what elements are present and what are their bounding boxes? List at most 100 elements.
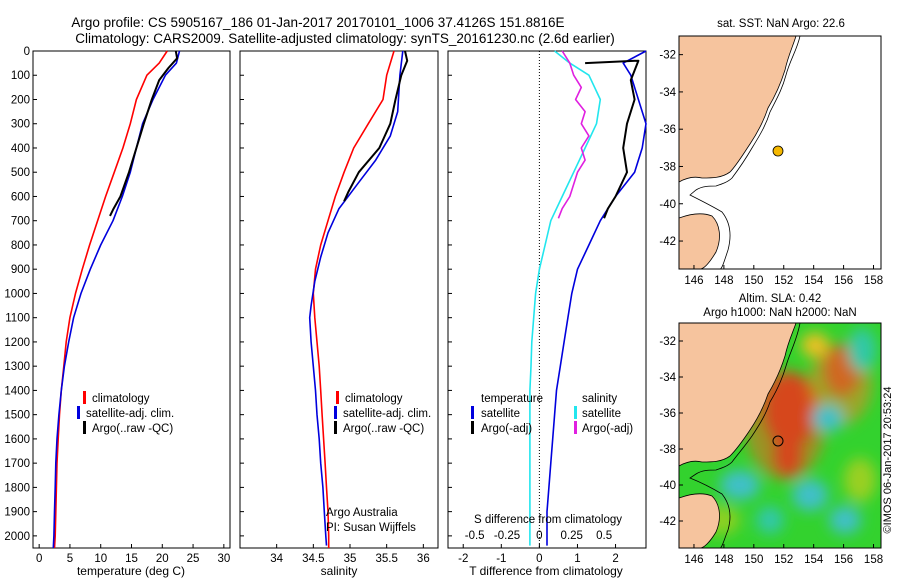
x-tick-label: 15 [125,553,138,565]
annotation-argo-australia: Argo Australia [326,507,398,519]
depth-tick-label: 1900 [4,507,30,519]
depth-tick-label: 800 [11,240,30,252]
difference-panel: -2 -1 0 1 2 -0.5 -0.25 0 0.25 0.5 T difference f… [447,50,647,578]
lon-tick-label: 154 [804,275,824,287]
sst-map-frame [678,35,882,270]
depth-tick-label: 2000 [4,531,30,543]
s-tick-label: 0.25 [561,530,583,542]
salinity-lines [308,50,409,548]
lon-tick-label: 150 [744,554,763,566]
figure-title-line1: Argo profile: CS 5905167_186 01-Jan-2017… [71,15,564,30]
legend-label-t-argo: Argo(-adj) [481,423,532,435]
lat-tick-label: -40 [659,480,676,492]
temperature-panel: 0100200300400500600700800900100011001200… [4,46,452,578]
difference-x-ticks: -2 -1 0 1 2 [458,544,619,565]
depth-tick-label: 1100 [5,313,30,325]
depth-tick-label: 1300 [4,361,30,373]
depth-tick-label: 500 [11,167,30,179]
lat-tick-label: -34 [659,87,676,99]
legend-label-s-satellite: satellite [582,408,621,420]
series-line-satellite-adj-clim [52,50,181,549]
depth-tick-label: 1600 [4,434,30,446]
imos-watermark: ©IMOS 06-Jan-2017 20:53:24 [882,387,894,534]
legend-label-argo: Argo(..raw -QC) [343,423,424,435]
s-tick-label: -0.25 [494,530,520,542]
s-difference-xlabel: S difference from climatology [474,514,622,526]
x-tick-label: 25 [187,553,200,565]
depth-tick-label: 1200 [4,337,30,349]
series-line-argo-adj [557,50,590,219]
legend-swatch-satellite [77,406,80,419]
legend-swatch-satellite [334,406,337,419]
x-tick-label: 36 [417,553,430,565]
depth-tick-label: 700 [11,216,30,228]
legend-label-climatology: climatology [92,393,150,405]
difference-s-ticks: -0.5 -0.25 0 0.25 0.5 [465,530,612,542]
t-difference-xlabel: T difference from climatology [469,564,623,578]
salinity-axes-frame [239,50,439,549]
sst-map-title: sat. SST: NaN Argo: 22.6 [717,18,845,30]
sla-map-ticks: 146 148 150 152 154 156 158 -32 -34 -36 -38 -40 -42 [659,336,883,566]
lon-tick-label: 158 [864,275,883,287]
sst-map-ticks: 146 148 150 152 154 156 158 -32 -34 -36 -38 -40 -42 [659,50,883,287]
x-tick-label: 35 [344,553,357,565]
depth-tick-label: 900 [11,264,30,276]
x-tick-label: 20 [156,553,169,565]
legend-swatch-t-argo [471,421,474,434]
series-line-satellite-adj-clim [308,50,404,546]
legend-label-satellite: satellite-adj. clim. [86,408,174,420]
legend-label-t-satellite: satellite [481,408,520,420]
salinity-legend: climatology satellite-adj. clim. Argo(..… [334,391,431,435]
x-tick-label: -1 [496,553,506,565]
annotation-pi: PI: Susan Wijffels [326,522,416,534]
sla-shelf-contour [689,323,801,548]
x-tick-label: 34.5 [302,553,324,565]
lat-tick-label: -32 [659,50,676,62]
depth-tick-label: 1800 [4,482,30,494]
sla-map-frame [678,322,882,549]
lat-tick-label: -40 [659,199,676,211]
sla-mainland [679,323,797,467]
lat-tick-label: -38 [659,161,676,173]
lon-tick-label: 146 [684,554,703,566]
series-line-argo-raw-qc [109,50,179,217]
salinity-x-ticks: 34 34.5 35 35.5 36 [270,544,430,565]
temperature-lines [52,50,181,549]
depth-tick-label: 1000 [4,288,30,300]
x-tick-label: 30 [217,553,230,565]
lat-tick-label: -36 [659,124,676,136]
depth-tick-label: 400 [11,143,30,155]
temperature-depth-ticks: 0 100 200 300 400 500 600 700 800 900 1000 1100 1200… [4,46,452,543]
x-tick-label: 1 [574,553,580,565]
sla-map-title2: Argo h1000: NaN h2000: NaN [703,307,856,319]
lat-tick-label: -32 [659,336,676,348]
depth-tick-label: 1400 [4,385,30,397]
series-line-satellite [546,50,647,546]
lon-tick-label: 158 [864,554,883,566]
legend-swatch-argo [334,421,337,434]
lon-tick-label: 154 [804,554,824,566]
x-tick-label: 0 [36,553,42,565]
x-tick-label: 35.5 [375,553,397,565]
temperature-legend: climatology satellite-adj. clim. Argo(..… [77,391,174,435]
depth-tick-label: 600 [11,191,30,203]
legend-label-s-argo: Argo(-adj) [582,423,633,435]
lon-tick-label: 152 [774,554,793,566]
lat-tick-label: -36 [659,408,676,420]
lat-tick-label: -42 [659,516,676,528]
legend-label-satellite: satellite-adj. clim. [343,408,431,420]
series-line-satellite [529,50,602,546]
legend-swatch-climatology [336,391,339,404]
depth-tick-label: 300 [11,119,30,131]
temperature-axes-frame [32,50,231,549]
sla-tasmania [679,493,720,548]
x-tick-label: -2 [458,553,468,565]
series-line-argo-raw-qc [343,50,409,202]
lon-tick-label: 156 [834,275,853,287]
series-line-argo-adj [585,59,640,219]
sla-map: Altim. SLA: 0.42 Argo h1000: NaN h2000: … [659,293,883,566]
sst-tasmania [679,213,720,269]
lon-tick-label: 148 [714,275,733,287]
s-tick-label: 0.5 [596,530,612,542]
